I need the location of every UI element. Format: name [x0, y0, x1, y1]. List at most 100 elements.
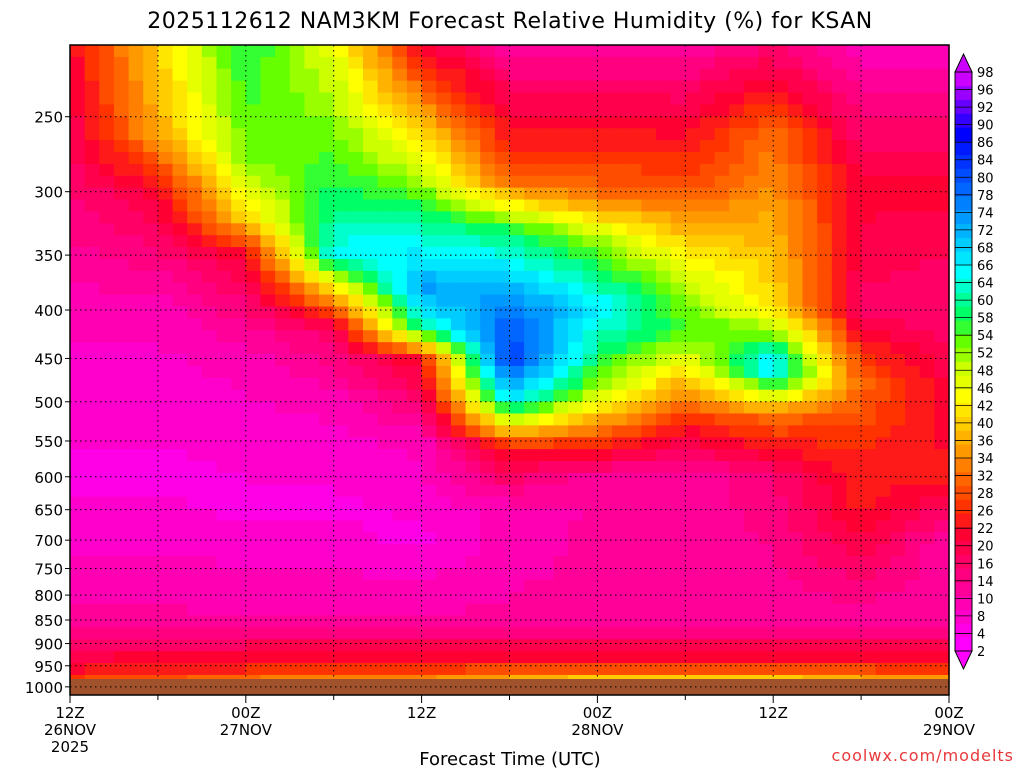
- heatmap-cell: [831, 651, 848, 664]
- heatmap-cell: [480, 496, 496, 510]
- heatmap-cell: [553, 151, 569, 165]
- heatmap-cell: [406, 413, 423, 426]
- heatmap-cell: [216, 211, 232, 224]
- heatmap-cell: [348, 520, 364, 533]
- heatmap-cell: [685, 342, 701, 355]
- heatmap-cell: [538, 92, 555, 106]
- heatmap-cell: [846, 187, 862, 201]
- heatmap-cell: [919, 354, 935, 367]
- heatmap-cell: [773, 579, 789, 593]
- heatmap-cell: [421, 639, 437, 652]
- heatmap-cell: [758, 413, 774, 426]
- heatmap-cell: [421, 591, 437, 605]
- heatmap-cell: [714, 579, 730, 593]
- heatmap-cell: [157, 128, 174, 141]
- heatmap-cell: [699, 187, 716, 201]
- heatmap-cell: [905, 556, 921, 569]
- heatmap-cell: [538, 627, 555, 640]
- heatmap-cell: [831, 425, 848, 438]
- heatmap-cell: [538, 68, 555, 82]
- heatmap-cell: [216, 603, 232, 617]
- heatmap-cell: [656, 425, 672, 438]
- heatmap-cell: [392, 140, 408, 153]
- heatmap-cell: [187, 211, 203, 224]
- heatmap-cell: [421, 567, 437, 581]
- heatmap-cell: [524, 663, 540, 676]
- heatmap-cell: [143, 211, 159, 224]
- heatmap-cell: [172, 45, 188, 58]
- heatmap-cell: [758, 104, 774, 117]
- heatmap-cell: [304, 247, 320, 260]
- heatmap-cell: [157, 496, 174, 510]
- heatmap-cell: [436, 223, 452, 236]
- heatmap-cell: [245, 56, 262, 70]
- heatmap-cell: [919, 544, 935, 557]
- heatmap-cell: [363, 413, 379, 426]
- heatmap-cell: [656, 615, 672, 629]
- heatmap-cell: [480, 151, 496, 165]
- heatmap-cell: [538, 354, 555, 367]
- heatmap-cell: [685, 187, 701, 201]
- heatmap-cell: [758, 223, 774, 236]
- heatmap-cell: [143, 235, 159, 248]
- heatmap-cell: [729, 413, 745, 426]
- heatmap-cell: [113, 449, 130, 462]
- heatmap-cell: [626, 401, 642, 415]
- heatmap-cell: [406, 425, 423, 438]
- heatmap-cell: [260, 413, 276, 426]
- heatmap-cell: [187, 247, 203, 260]
- heatmap-cell: [245, 615, 262, 629]
- colorbar-swatch: [955, 499, 972, 514]
- heatmap-cell: [436, 354, 452, 367]
- heatmap-cell: [656, 627, 672, 640]
- heatmap-cell: [216, 663, 232, 676]
- heatmap-cell: [934, 104, 950, 117]
- heatmap-cell: [319, 425, 335, 438]
- heatmap-cell: [289, 579, 305, 593]
- heatmap-cell: [304, 627, 320, 640]
- heatmap-cell: [685, 508, 701, 522]
- heatmap-cell: [421, 175, 437, 189]
- heatmap-cell: [802, 461, 818, 474]
- heatmap-cell: [538, 461, 555, 474]
- heatmap-cell: [641, 354, 657, 367]
- heatmap-cell: [685, 68, 701, 82]
- heatmap-cell: [494, 401, 511, 415]
- heatmap-cell: [773, 377, 789, 391]
- heatmap-cell: [817, 306, 833, 319]
- heatmap-cell: [905, 306, 921, 319]
- heatmap-cell: [465, 449, 481, 462]
- heatmap-cell: [245, 663, 262, 676]
- heatmap-cell: [612, 472, 628, 486]
- heatmap-cell: [758, 140, 774, 153]
- heatmap-cell: [685, 175, 701, 189]
- ground-surface: [70, 679, 949, 695]
- heatmap-cell: [84, 187, 100, 201]
- heatmap-cell: [377, 472, 393, 486]
- heatmap-cell: [861, 104, 877, 117]
- heatmap-cell: [597, 401, 613, 415]
- heatmap-cell: [84, 461, 100, 474]
- heatmap-cell: [304, 496, 320, 510]
- heatmap-cell: [348, 579, 364, 593]
- heatmap-cell: [450, 508, 467, 522]
- heatmap-cell: [831, 342, 848, 355]
- heatmap-cell: [216, 199, 232, 213]
- heatmap-cell: [729, 449, 745, 462]
- heatmap-cell: [538, 484, 555, 498]
- heatmap-cell: [875, 496, 891, 510]
- heatmap-cell: [875, 294, 891, 308]
- heatmap-cell: [905, 627, 921, 640]
- heatmap-cell: [377, 104, 393, 117]
- heatmap-cell: [831, 306, 848, 319]
- heatmap-cell: [494, 163, 511, 177]
- heatmap-cell: [553, 270, 569, 284]
- heatmap-cell: [597, 235, 613, 248]
- heatmap-cell: [656, 68, 672, 82]
- heatmap-cell: [582, 663, 598, 676]
- heatmap-cell: [875, 461, 891, 474]
- heatmap-cell: [890, 187, 906, 201]
- heatmap-cell: [216, 389, 232, 403]
- heatmap-cell: [597, 520, 613, 533]
- heatmap-cell: [612, 354, 628, 367]
